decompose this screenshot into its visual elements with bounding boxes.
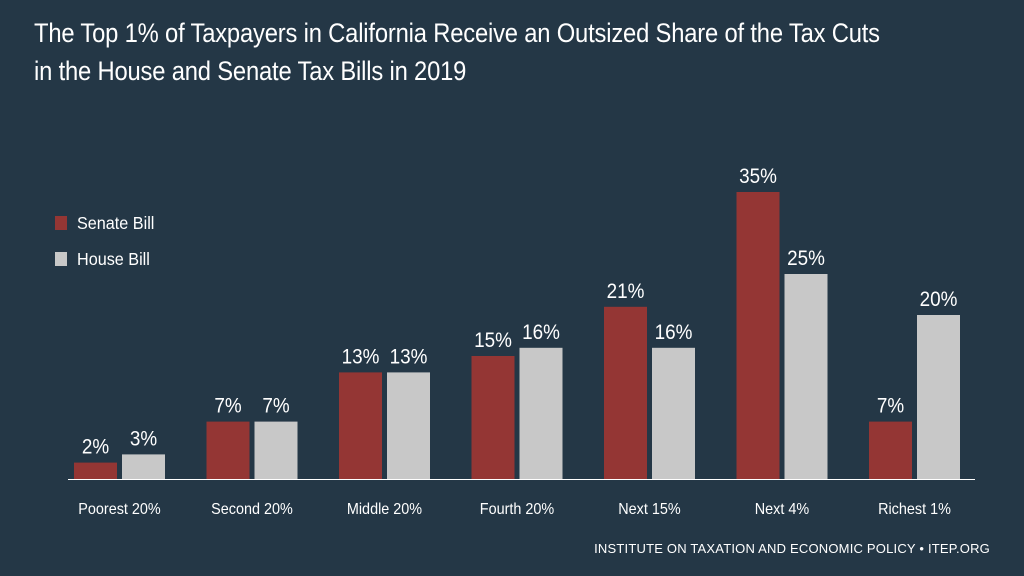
- legend-label-house: House Bill: [77, 249, 150, 269]
- chart-title-line-1: The Top 1% of Taxpayers in California Re…: [34, 18, 880, 48]
- bar-house-3: [519, 347, 563, 479]
- x-tick-label-5: Next 4%: [755, 500, 809, 518]
- bar-house-1: [254, 421, 298, 479]
- x-tick-label-4: Next 15%: [618, 500, 680, 518]
- x-tick-label-2: Middle 20%: [347, 500, 422, 518]
- bar-senate-1: [206, 421, 250, 479]
- bar-house-2: [387, 372, 430, 479]
- data-label-house-1: 7%: [262, 395, 290, 418]
- data-label-senate-2: 13%: [342, 346, 380, 369]
- x-tick-label-1: Second 20%: [211, 500, 293, 518]
- bar-senate-0: [74, 462, 117, 479]
- data-label-senate-4: 21%: [607, 280, 645, 303]
- data-label-senate-1: 7%: [214, 395, 242, 418]
- data-label-house-3: 16%: [522, 321, 560, 344]
- bar-senate-3: [471, 356, 515, 479]
- chart-title: The Top 1% of Taxpayers in California Re…: [34, 14, 880, 90]
- legend-swatch-senate: [55, 216, 67, 230]
- data-label-senate-6: 7%: [877, 395, 905, 418]
- source-footer: INSTITUTE ON TAXATION AND ECONOMIC POLIC…: [594, 541, 990, 556]
- chart-title-line-2: in the House and Senate Tax Bills in 201…: [34, 56, 467, 86]
- data-label-senate-0: 2%: [82, 436, 110, 459]
- bar-house-6: [917, 315, 960, 479]
- x-tick-label-6: Richest 1%: [878, 500, 951, 518]
- bar-senate-5: [736, 192, 780, 479]
- bar-senate-4: [604, 306, 647, 479]
- data-label-house-2: 13%: [390, 346, 428, 369]
- data-label-house-0: 3%: [130, 428, 158, 451]
- data-label-house-6: 20%: [920, 288, 958, 311]
- bar-house-5: [784, 274, 828, 479]
- x-tick-label-0: Poorest 20%: [78, 500, 160, 518]
- bar-house-4: [652, 347, 695, 479]
- legend-label-senate: Senate Bill: [77, 213, 154, 233]
- data-label-house-4: 16%: [655, 321, 693, 344]
- bar-house-0: [122, 454, 165, 479]
- bar-senate-6: [869, 421, 912, 479]
- x-tick-label-3: Fourth 20%: [480, 500, 554, 518]
- legend-swatch-house: [55, 252, 67, 266]
- data-label-senate-5: 35%: [739, 165, 777, 188]
- data-label-senate-3: 15%: [474, 329, 512, 352]
- bar-senate-2: [339, 372, 382, 479]
- data-label-house-5: 25%: [787, 247, 825, 270]
